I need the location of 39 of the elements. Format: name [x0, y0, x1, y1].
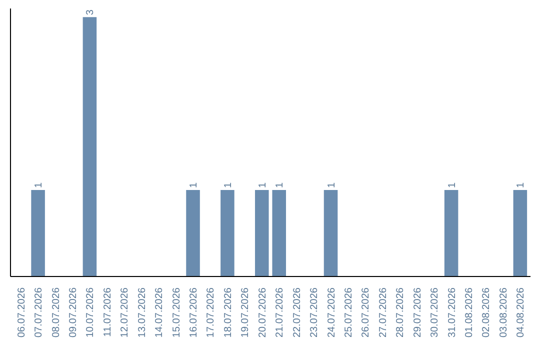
x-tick-label: 31.07.2026: [446, 287, 458, 338]
data-label: 1: [516, 182, 527, 188]
data-label: 3: [85, 9, 96, 16]
x-tick-label: 13.07.2026: [136, 287, 148, 338]
x-tick-label: 08.07.2026: [50, 287, 62, 338]
data-label: 1: [326, 182, 338, 188]
x-tick-label: 09.07.2026: [68, 287, 79, 338]
x-tick-label: 10.07.2026: [85, 287, 96, 338]
x-tick-label: 04.08.2026: [516, 287, 527, 338]
x-tick-label: 18.07.2026: [222, 287, 234, 338]
x-tick-label: 26.07.2026: [360, 287, 372, 338]
x-tick-label: 16.07.2026: [188, 287, 200, 338]
data-label: 1: [188, 182, 200, 188]
data-label: 1: [274, 182, 286, 188]
x-tick-label: 19.07.2026: [240, 287, 252, 338]
data-label: 1: [34, 182, 45, 188]
x-tick-label: 01.08.2026: [464, 287, 476, 338]
x-tick-label: 27.07.2026: [378, 287, 389, 338]
x-tick-label: 28.07.2026: [395, 287, 406, 338]
x-tick-label: 22.07.2026: [292, 287, 303, 338]
x-tick-label: 25.07.2026: [343, 287, 354, 338]
data-label: 1: [446, 182, 458, 188]
data-label: 1: [257, 182, 268, 188]
x-tick-label: 30.07.2026: [430, 287, 441, 338]
x-tick-label: 14.07.2026: [154, 287, 166, 338]
x-tick-label: 20.07.2026: [257, 287, 268, 338]
x-tick-label: 11.07.2026: [102, 287, 114, 337]
x-tick-label: 29.07.2026: [412, 287, 424, 338]
x-tick-label: 12.07.2026: [120, 287, 131, 338]
x-tick-label: 21.07.2026: [274, 287, 286, 338]
data-label: 1: [222, 182, 234, 188]
x-tick-label: 07.07.2026: [34, 287, 45, 338]
x-tick-label: 02.08.2026: [481, 287, 492, 338]
x-tick-label: 15.07.2026: [171, 287, 182, 338]
x-tick-label: 03.08.2026: [498, 287, 510, 338]
x-tick-label: 24.07.2026: [326, 287, 338, 338]
x-tick-label: 17.07.2026: [206, 287, 217, 338]
x-tick-label: 23.07.2026: [309, 287, 320, 338]
x-tick-label: 06.07.2026: [16, 287, 28, 338]
